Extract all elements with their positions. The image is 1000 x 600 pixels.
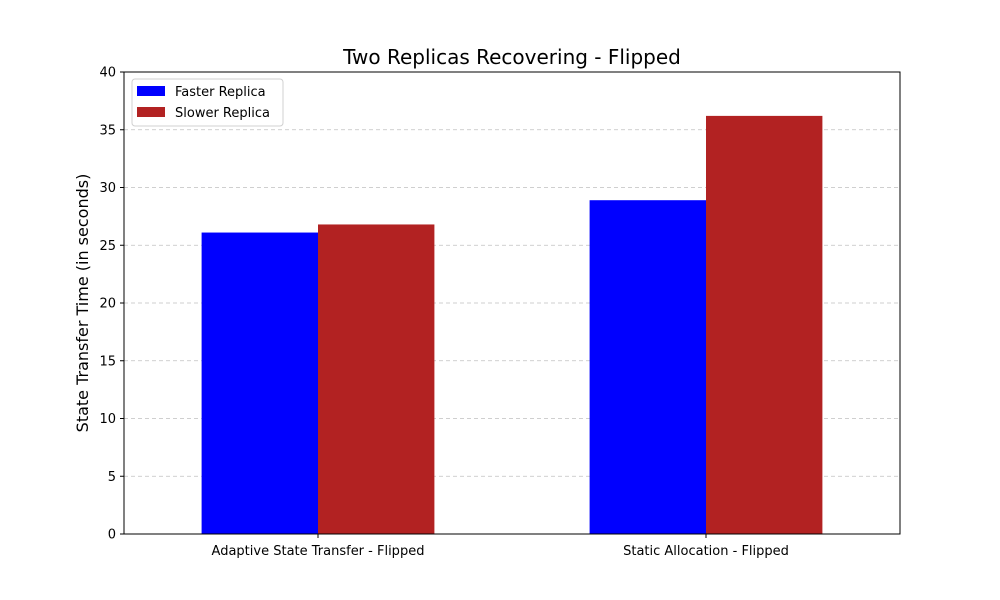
legend-swatch [137, 107, 165, 117]
x-tick-label: Adaptive State Transfer - Flipped [212, 544, 425, 559]
y-tick-label: 5 [108, 470, 116, 485]
legend: Faster Replica Slower Replica [131, 78, 284, 127]
y-tick-label: 10 [99, 412, 116, 427]
y-tick-label: 30 [99, 181, 116, 196]
y-tick-label: 25 [99, 239, 116, 254]
x-axis-ticks: Adaptive State Transfer - Flipped Static … [212, 534, 789, 559]
y-tick-label: 20 [99, 297, 116, 312]
y-tick-label: 0 [108, 528, 116, 543]
legend-label: Faster Replica [175, 85, 266, 100]
bar-slower-replica [706, 115, 823, 534]
legend-label: Slower Replica [175, 106, 270, 121]
x-tick-label: Static Allocation - Flipped [623, 544, 789, 559]
bars [201, 115, 823, 535]
chart-title: Two Replicas Recovering - Flipped [342, 45, 681, 69]
y-tick-label: 15 [99, 354, 116, 369]
y-axis-ticks: 0 5 10 15 20 25 30 35 40 [99, 66, 124, 543]
legend-swatch [137, 86, 165, 96]
y-axis-label: State Transfer Time (in seconds) [73, 174, 92, 433]
legend-box [131, 78, 284, 127]
bar-faster-replica [201, 232, 318, 535]
y-tick-label: 35 [99, 123, 116, 138]
y-tick-label: 40 [99, 66, 116, 81]
bar-slower-replica [318, 224, 435, 534]
bar-faster-replica [589, 200, 706, 534]
